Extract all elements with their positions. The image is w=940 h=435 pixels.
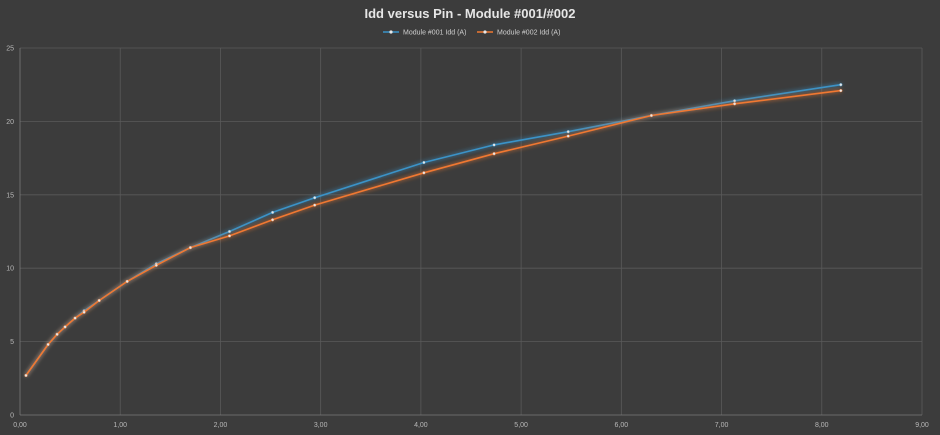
data-point <box>839 88 843 93</box>
data-point <box>227 234 232 238</box>
series-2 <box>24 88 843 377</box>
series-line <box>25 89 842 377</box>
series-line <box>25 83 842 377</box>
x-tick-label: 7,00 <box>715 422 729 429</box>
legend-marker <box>389 30 393 34</box>
legend-label: Module #001 Idd (A) <box>403 30 466 37</box>
data-point <box>46 342 50 347</box>
data-point <box>839 83 843 87</box>
data-point <box>313 203 317 207</box>
legend-marker <box>483 30 487 34</box>
x-tick-label: 5,00 <box>514 422 528 429</box>
y-tick-label: 10 <box>6 266 14 273</box>
x-tick-label: 3,00 <box>314 422 328 429</box>
legend-label: Module #002 Idd (A) <box>497 30 560 37</box>
x-tick-label: 6,00 <box>615 422 629 429</box>
data-point <box>649 113 653 118</box>
x-tick-label: 1,00 <box>113 422 127 429</box>
data-point <box>82 310 86 314</box>
x-tick-label: 2,00 <box>214 422 228 429</box>
data-point <box>73 316 77 320</box>
x-tick-label: 4,00 <box>414 422 428 429</box>
data-point <box>566 134 570 138</box>
data-point <box>422 171 426 175</box>
data-point <box>492 152 496 156</box>
data-point <box>63 325 67 329</box>
legend-item: Module #002 Idd (A) <box>477 30 560 37</box>
data-point <box>55 332 59 336</box>
data-point <box>97 298 101 303</box>
chart-title: Idd versus Pin - Module #001/#002 <box>365 6 576 21</box>
axes: 0,00 1,00 2,00 3,00 4,00 5,00 6,00 7,00 8,00 9,00… <box>6 46 929 430</box>
y-tick-label: 15 <box>6 192 14 199</box>
data-point <box>566 130 570 134</box>
y-tick-label: 5 <box>10 339 14 346</box>
series-group <box>24 83 843 377</box>
grid <box>20 47 923 415</box>
data-point <box>227 229 232 234</box>
x-tick-label: 0,00 <box>13 422 27 429</box>
legend: Module #001 Idd (A) Module #002 Idd (A) <box>383 30 560 37</box>
data-point <box>313 196 317 200</box>
data-point <box>732 99 737 103</box>
data-point <box>271 218 275 222</box>
legend-item: Module #001 Idd (A) <box>383 30 466 37</box>
x-tick-label: 8,00 <box>815 422 829 429</box>
data-point <box>422 160 426 165</box>
y-tick-label: 20 <box>6 119 14 126</box>
y-tick-label: 0 <box>10 413 14 420</box>
series-1 <box>24 83 843 377</box>
data-point <box>732 102 737 106</box>
x-tick-label: 9,00 <box>915 422 929 429</box>
data-point <box>125 279 129 283</box>
data-point <box>492 143 496 147</box>
data-point <box>188 246 192 250</box>
data-point <box>24 373 28 377</box>
data-point <box>271 210 275 214</box>
y-tick-label: 25 <box>6 46 14 53</box>
data-point <box>154 263 158 267</box>
